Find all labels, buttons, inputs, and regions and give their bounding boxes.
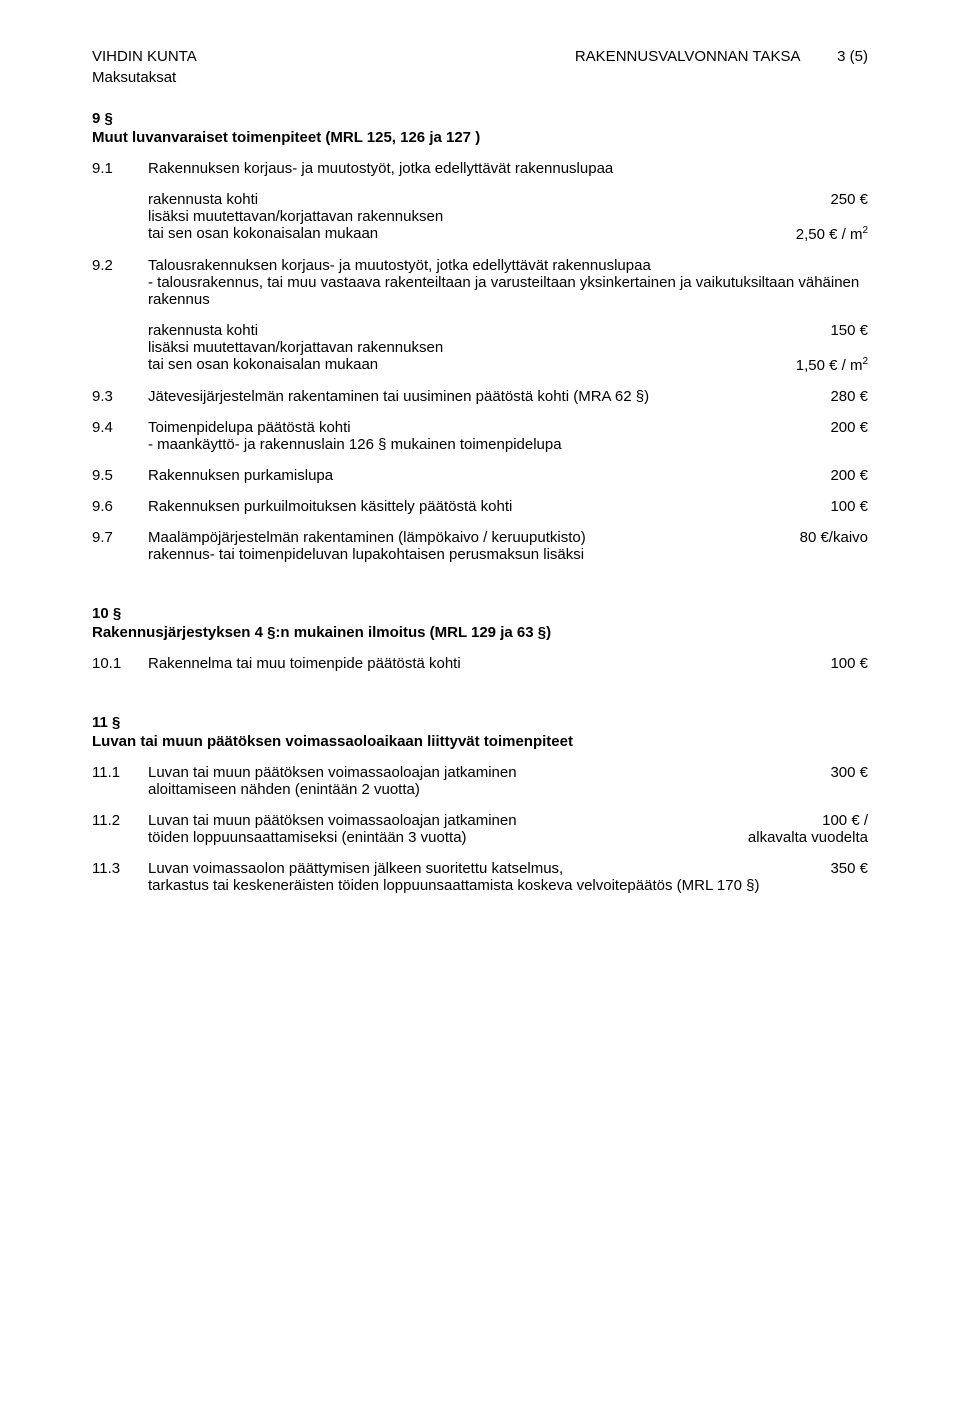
detail-value: 150 €	[768, 322, 868, 339]
item-text: Luvan tai muun päätöksen voimassaoloajan…	[148, 764, 768, 781]
header-page-num: 3 (5)	[837, 48, 868, 65]
item-text: Talousrakennuksen korjaus- ja muutostyöt…	[148, 257, 868, 274]
value-sup: 2	[862, 356, 868, 367]
item-num: 9.6	[92, 498, 148, 515]
item-body: Jätevesijärjestelmän rakentaminen tai uu…	[148, 388, 868, 405]
item-value: 100 €	[768, 498, 868, 515]
item-text: - maankäyttö- ja rakennuslain 126 § muka…	[148, 436, 868, 453]
value-text: 2,50 € / m	[796, 226, 863, 243]
detail-value: 1,50 € / m2	[768, 356, 868, 374]
item-9-2: 9.2 Talousrakennuksen korjaus- ja muutos…	[92, 257, 868, 308]
item-10-1: 10.1 Rakennelma tai muu toimenpide päätö…	[92, 655, 868, 672]
detail-text: rakennusta kohti	[148, 191, 768, 208]
item-text: rakennus- tai toimenpideluvan lupakohtai…	[148, 546, 868, 563]
item-num: 9.7	[92, 529, 148, 563]
item-value: 100 € /	[768, 812, 868, 829]
detail-text: tai sen osan kokonaisalan mukaan	[148, 225, 768, 243]
item-num: 9.2	[92, 257, 148, 308]
item-body: Toimenpidelupa päätöstä kohti 200 € - ma…	[148, 419, 868, 453]
item-text: Rakennuksen purkamislupa	[148, 467, 768, 484]
detail-text: lisäksi muutettavan/korjattavan rakennuk…	[148, 208, 768, 225]
document-page: VIHDIN KUNTA RAKENNUSVALVONNAN TAKSA 3 (…	[0, 0, 960, 948]
item-11-3: 11.3 Luvan voimassaolon päättymisen jälk…	[92, 860, 868, 894]
item-value: 300 €	[768, 764, 868, 781]
item-body: Luvan tai muun päätöksen voimassaoloajan…	[148, 764, 868, 798]
detail-text: tai sen osan kokonaisalan mukaan	[148, 356, 768, 374]
item-num: 11.3	[92, 860, 148, 894]
section-11-num: 11 §	[92, 714, 868, 731]
item-text: Jätevesijärjestelmän rakentaminen tai uu…	[148, 388, 768, 405]
detail-value	[768, 339, 868, 356]
item-text: Toimenpidelupa päätöstä kohti	[148, 419, 768, 436]
item-body: Luvan tai muun päätöksen voimassaoloajan…	[148, 812, 868, 846]
item-value: 100 €	[768, 655, 868, 672]
item-9-5: 9.5 Rakennuksen purkamislupa 200 €	[92, 467, 868, 484]
item-body: Luvan voimassaolon päättymisen jälkeen s…	[148, 860, 868, 894]
item-11-1: 11.1 Luvan tai muun päätöksen voimassaol…	[92, 764, 868, 798]
value-sup: 2	[862, 225, 868, 236]
section-11-title: Luvan tai muun päätöksen voimassaoloaika…	[92, 733, 868, 750]
item-9-1-details: rakennusta kohti 250 € lisäksi muutettav…	[148, 191, 868, 243]
item-text: Rakennuksen korjaus- ja muutostyöt, jotk…	[148, 160, 868, 177]
header-right: RAKENNUSVALVONNAN TAKSA 3 (5)	[575, 48, 868, 65]
item-text: Rakennuksen purkuilmoituksen käsittely p…	[148, 498, 768, 515]
item-num: 9.5	[92, 467, 148, 484]
detail-text: lisäksi muutettavan/korjattavan rakennuk…	[148, 339, 768, 356]
detail-value: 2,50 € / m2	[768, 225, 868, 243]
value-text: 1,50 € / m	[796, 357, 863, 374]
item-body: Rakennelma tai muu toimenpide päätöstä k…	[148, 655, 868, 672]
item-text: Rakennelma tai muu toimenpide päätöstä k…	[148, 655, 768, 672]
detail-value	[768, 208, 868, 225]
header-sub: Maksutaksat	[92, 69, 868, 86]
section-9-num: 9 §	[92, 110, 868, 127]
page-header: VIHDIN KUNTA RAKENNUSVALVONNAN TAKSA 3 (…	[92, 48, 868, 65]
item-9-3: 9.3 Jätevesijärjestelmän rakentaminen ta…	[92, 388, 868, 405]
item-text: Luvan voimassaolon päättymisen jälkeen s…	[148, 860, 768, 877]
item-value: 200 €	[768, 419, 868, 436]
item-num: 11.1	[92, 764, 148, 798]
item-text: töiden loppuunsaattamiseksi (enintään 3 …	[148, 829, 748, 846]
item-body: Rakennuksen purkamislupa 200 €	[148, 467, 868, 484]
item-value: 200 €	[768, 467, 868, 484]
item-9-7: 9.7 Maalämpöjärjestelmän rakentaminen (l…	[92, 529, 868, 563]
detail-value: 250 €	[768, 191, 868, 208]
item-11-2: 11.2 Luvan tai muun päätöksen voimassaol…	[92, 812, 868, 846]
item-text: - talousrakennus, tai muu vastaava raken…	[148, 274, 868, 308]
item-value: alkavalta vuodelta	[748, 829, 868, 846]
item-body: Rakennuksen korjaus- ja muutostyöt, jotk…	[148, 160, 868, 177]
section-9-title: Muut luvanvaraiset toimenpiteet (MRL 125…	[92, 129, 868, 146]
item-num: 9.3	[92, 388, 148, 405]
item-text: tarkastus tai keskeneräisten töiden lopp…	[148, 877, 868, 894]
item-value: 80 €/kaivo	[768, 529, 868, 546]
item-body: Rakennuksen purkuilmoituksen käsittely p…	[148, 498, 868, 515]
item-num: 9.1	[92, 160, 148, 177]
item-text: Maalämpöjärjestelmän rakentaminen (lämpö…	[148, 529, 768, 546]
item-num: 10.1	[92, 655, 148, 672]
item-9-4: 9.4 Toimenpidelupa päätöstä kohti 200 € …	[92, 419, 868, 453]
item-value: 280 €	[768, 388, 868, 405]
detail-text: rakennusta kohti	[148, 322, 768, 339]
item-body: Talousrakennuksen korjaus- ja muutostyöt…	[148, 257, 868, 308]
item-text: aloittamiseen nähden (enintään 2 vuotta)	[148, 781, 868, 798]
item-num: 9.4	[92, 419, 148, 453]
item-num: 11.2	[92, 812, 148, 846]
item-9-6: 9.6 Rakennuksen purkuilmoituksen käsitte…	[92, 498, 868, 515]
header-doc-title: RAKENNUSVALVONNAN TAKSA	[575, 48, 800, 65]
item-text: Luvan tai muun päätöksen voimassaoloajan…	[148, 812, 768, 829]
item-9-2-details: rakennusta kohti 150 € lisäksi muutettav…	[148, 322, 868, 374]
item-value: 350 €	[768, 860, 868, 877]
section-10-title: Rakennusjärjestyksen 4 §:n mukainen ilmo…	[92, 624, 868, 641]
header-org: VIHDIN KUNTA	[92, 48, 197, 65]
section-10-num: 10 §	[92, 605, 868, 622]
item-9-1: 9.1 Rakennuksen korjaus- ja muutostyöt, …	[92, 160, 868, 177]
item-body: Maalämpöjärjestelmän rakentaminen (lämpö…	[148, 529, 868, 563]
